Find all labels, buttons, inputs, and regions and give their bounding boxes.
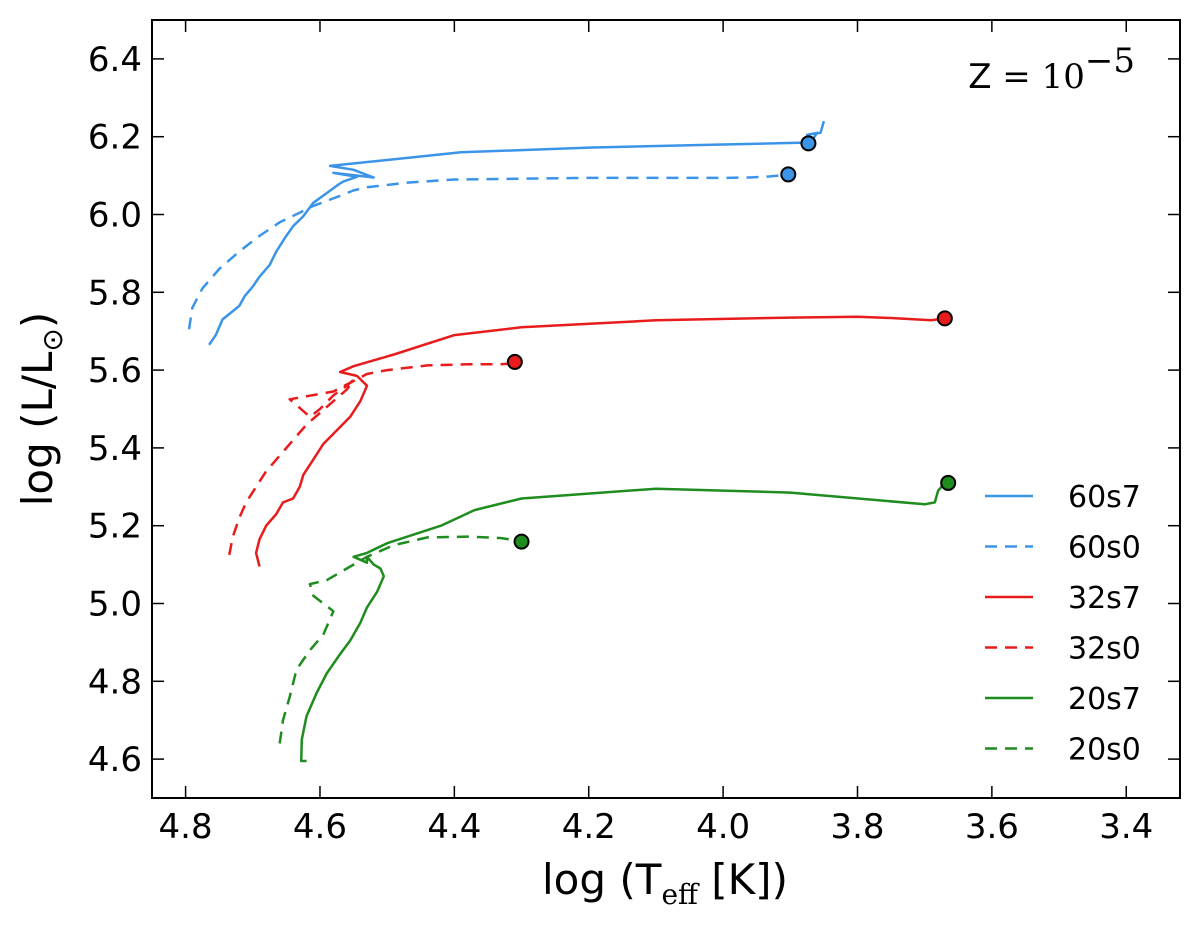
x-tick-label: 4.4 [427,807,481,847]
legend-label-32s0: 32s0 [1068,632,1141,667]
legend-label-32s7: 32s7 [1068,581,1141,616]
series-line-32s7 [254,315,945,567]
endpoint-marker-32s7 [936,310,953,327]
x-axis-ticks: 4.8 4.6 4.4 4.2 4.0 3.8 3.6 3.4 [159,20,1153,847]
legend-label-20s7: 20s7 [1068,682,1141,717]
series-line-32s0 [228,361,515,556]
x-tick-label: 4.2 [562,807,616,847]
y-tick-label: 5.4 [88,429,142,469]
legend-label-20s0: 20s0 [1068,733,1141,768]
y-tick-label: 5.8 [88,273,142,313]
series-line-60s7 [208,120,826,346]
plot-frame [151,19,1181,799]
y-tick-label: 5.2 [88,507,142,547]
endpoint-marker-60s7 [800,135,817,152]
endpoint-marker-32s0 [506,353,523,370]
annotation-metallicity: Z = 10−5 [968,41,1135,97]
y-tick-label: 6.4 [88,40,142,80]
series-line-60s0 [187,173,791,330]
legend: 60s7 60s0 32s7 32s0 20s7 20s0 [985,480,1141,768]
y-tick-label: 5.6 [88,351,142,391]
x-tick-label: 4.6 [293,807,347,847]
legend-label-60s0: 60s0 [1068,531,1141,566]
y-tick-label: 6.0 [88,196,142,236]
x-tick-label: 3.8 [830,807,884,847]
y-axis-label: log (L/L⊙) [13,312,69,507]
x-axis-label: log (Teff [K]) [542,855,788,911]
endpoint-markers [506,135,957,550]
y-tick-label: 4.8 [88,662,142,702]
endpoint-marker-20s7 [940,474,957,491]
legend-label-60s7: 60s7 [1068,480,1141,515]
y-tick-label: 6.2 [88,118,142,158]
y-tick-label: 4.6 [88,740,142,780]
series-line-20s0 [278,535,522,744]
y-tick-label: 5.0 [88,585,142,625]
endpoint-marker-20s0 [513,533,530,550]
y-axis-ticks: 4.6 4.8 5.0 5.2 5.4 5.6 5.8 6.0 6.2 6.4 [88,40,1180,780]
x-tick-label: 4.8 [159,807,213,847]
series-line-20s7 [299,482,946,763]
plot-lines [187,120,946,763]
x-tick-label: 3.4 [1099,807,1153,847]
endpoint-marker-60s0 [780,166,797,183]
x-tick-label: 3.6 [965,807,1019,847]
x-tick-label: 4.0 [696,807,750,847]
